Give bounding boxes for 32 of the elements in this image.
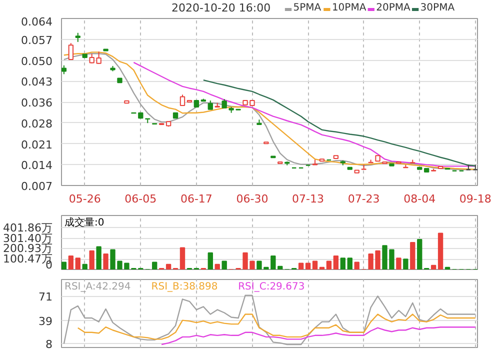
x-tick-label: 07-13	[292, 192, 324, 206]
y-tick-label: 0.007	[21, 180, 53, 193]
legend-label: 10PMA	[332, 2, 366, 14]
x-tick-label: 06-30	[236, 192, 268, 206]
y-tick-label: 39	[38, 314, 53, 328]
x-tick-label: 08-04	[404, 192, 436, 206]
y-tick-label: 0.043	[21, 76, 53, 89]
x-tick-label: 06-05	[124, 192, 157, 206]
y-tick-label: 401.86万	[3, 221, 53, 234]
y-tick-label: 0.050	[21, 54, 53, 68]
x-tick-label: 06-17	[180, 192, 212, 206]
text: RSI_C:29.673	[238, 282, 305, 292]
x-tick-label: 05-26	[68, 192, 101, 206]
series-label: RSI_A:42.294	[64, 282, 131, 292]
y-tick-label: 71	[38, 290, 53, 304]
chart-title: 2020-10-20 16:00	[172, 2, 271, 14]
y-tick-label: 0.064	[21, 16, 53, 28]
text: RSI_B:38.898	[151, 282, 218, 292]
x-tick-label: 07-23	[348, 192, 380, 206]
y-tick-label: 0.021	[21, 138, 53, 152]
y-tick-label: 0.057	[21, 34, 53, 47]
legend-label: 30PMA	[420, 2, 455, 14]
y-tick-label: 8	[46, 338, 52, 350]
legend-label: 5PMA	[293, 2, 322, 14]
y-tick-label: 0.028	[21, 117, 53, 130]
legend-label: 20PMA	[376, 2, 411, 14]
y-tick-label: 301.40万	[3, 232, 53, 245]
x-tick-label: 09-18	[459, 192, 492, 206]
annotation: 成交量:0	[64, 216, 104, 228]
y-tick-label: 0.014	[21, 159, 53, 172]
y-tick-label: 0.036	[21, 96, 53, 110]
y-tick-label: 200.93万	[3, 242, 53, 256]
